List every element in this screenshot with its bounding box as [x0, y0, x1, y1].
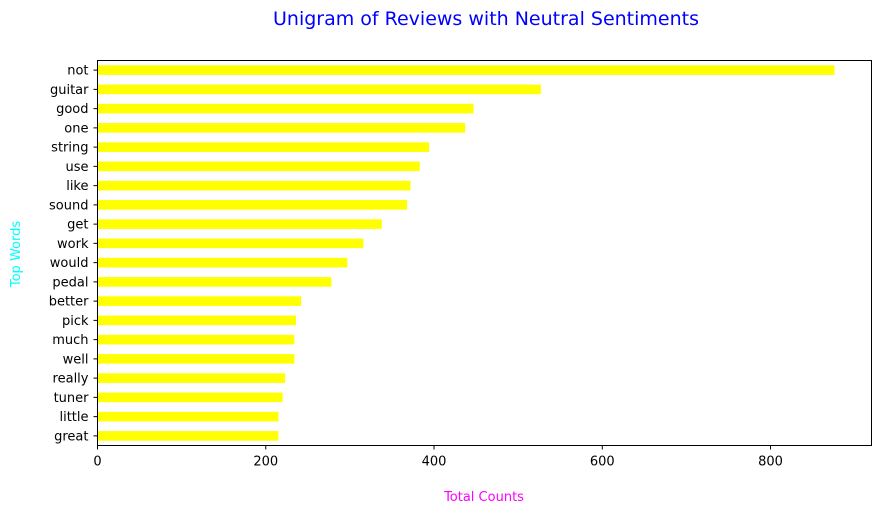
- x-axis-title: Total Counts: [443, 490, 524, 505]
- x-tick-label: 200: [253, 455, 278, 470]
- plot-frame: [97, 60, 872, 446]
- x-tick-label: 600: [590, 455, 615, 470]
- y-tick-label: much: [52, 333, 88, 348]
- y-tick-label: use: [65, 160, 88, 175]
- bar-good: [97, 103, 474, 114]
- y-tick-label: work: [57, 237, 89, 252]
- bars-group: [97, 65, 835, 441]
- bar-tuner: [97, 392, 283, 403]
- bar-not: [97, 65, 835, 75]
- x-tick-label: 800: [758, 455, 783, 470]
- bar-get: [97, 219, 382, 229]
- bar-little: [97, 411, 279, 422]
- y-tick-label: sound: [49, 198, 88, 213]
- bar-like: [97, 180, 411, 191]
- y-axis-title: Top Words: [9, 221, 24, 288]
- y-axis-ticks: not guitar good one string use like sound get wor…: [49, 64, 98, 444]
- y-tick-label: well: [63, 352, 89, 367]
- x-tick-label: 400: [422, 455, 447, 470]
- y-tick-label: tuner: [54, 391, 90, 406]
- bar-pedal: [97, 277, 332, 287]
- y-tick-label: really: [53, 372, 89, 387]
- y-tick-label: little: [59, 410, 88, 425]
- x-tick-label: 0: [93, 455, 101, 470]
- y-tick-label: would: [50, 256, 89, 271]
- y-tick-label: great: [54, 429, 88, 444]
- chart-title: Unigram of Reviews with Neutral Sentimen…: [273, 8, 699, 30]
- y-tick-label: better: [49, 295, 89, 310]
- bar-great: [97, 431, 279, 441]
- bar-work: [97, 238, 364, 249]
- y-tick-label: one: [64, 121, 88, 136]
- bar-much: [97, 334, 295, 345]
- bar-pick: [97, 315, 297, 326]
- y-tick-label: pick: [62, 314, 89, 329]
- x-axis-ticks: 0 200 400 600 800: [93, 445, 783, 470]
- bar-really: [97, 373, 286, 383]
- bar-would: [97, 257, 348, 268]
- bar-use: [97, 161, 420, 172]
- y-tick-label: good: [56, 102, 88, 117]
- y-tick-label: not: [67, 64, 88, 79]
- bar-guitar: [97, 84, 541, 95]
- y-tick-label: pedal: [52, 275, 88, 290]
- y-tick-label: like: [66, 179, 88, 194]
- bar-better: [97, 296, 302, 306]
- y-tick-label: string: [51, 141, 88, 156]
- bar-string: [97, 142, 429, 152]
- bar-sound: [97, 200, 408, 210]
- y-tick-label: guitar: [50, 83, 89, 98]
- bar-well: [97, 354, 295, 364]
- bar-one: [97, 123, 466, 133]
- y-tick-label: get: [67, 218, 88, 233]
